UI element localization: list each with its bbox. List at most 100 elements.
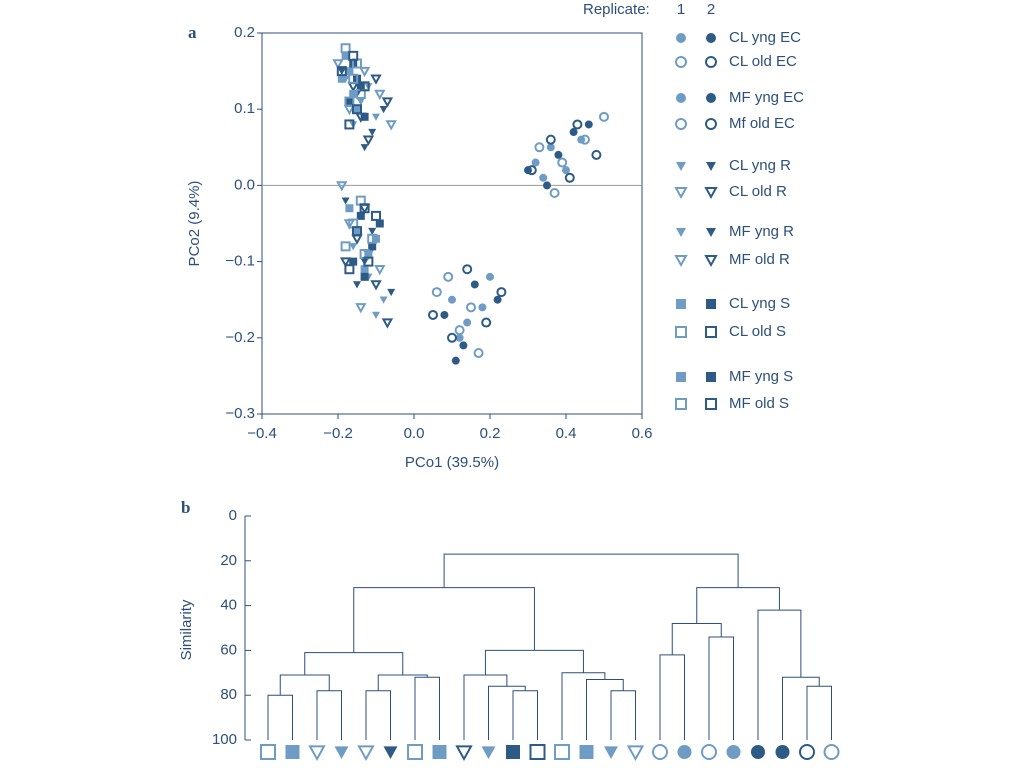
- point: [374, 265, 386, 276]
- dendrogram-link: [806, 685, 832, 740]
- legend-marker: [704, 255, 718, 268]
- leaf-marker: [506, 745, 520, 759]
- legend-marker: [674, 255, 688, 268]
- point: [562, 166, 570, 175]
- point: [348, 50, 359, 61]
- leaf-marker: [383, 746, 398, 759]
- point: [356, 98, 365, 106]
- point: [375, 219, 384, 228]
- legend-label: CL yng EC: [729, 29, 801, 46]
- point: [470, 280, 479, 289]
- dendrogram-link: [659, 654, 685, 740]
- point: [371, 210, 381, 221]
- legend-marker: [676, 162, 686, 171]
- dendrogram-link: [757, 609, 802, 740]
- point: [387, 288, 396, 297]
- point: [353, 227, 361, 236]
- legend-marker: [706, 93, 716, 103]
- leaf-marker: [652, 744, 668, 760]
- point: [526, 165, 537, 176]
- y-tick-label: 20: [220, 552, 237, 569]
- x-tick-label: −0.4: [247, 425, 277, 442]
- point: [370, 280, 382, 291]
- point: [443, 271, 454, 282]
- dendrogram-link: [484, 649, 584, 676]
- point: [359, 81, 370, 92]
- legend-title: Replicate:: [583, 1, 650, 18]
- legend-marker: [706, 228, 716, 237]
- leaf-marker: [432, 745, 447, 759]
- y-tick-label: 80: [220, 686, 237, 703]
- dendrogram-link: [561, 672, 606, 740]
- x-tick-label: −0.2: [323, 425, 353, 442]
- point: [362, 135, 375, 146]
- point: [451, 356, 460, 365]
- legend-marker: [705, 398, 717, 410]
- leaf-marker: [726, 745, 741, 759]
- point: [381, 97, 394, 108]
- legend-marker: [675, 118, 687, 130]
- point: [455, 333, 464, 342]
- leaf-marker: [751, 745, 765, 759]
- legend-label: MF yng S: [729, 368, 793, 385]
- point: [478, 303, 487, 312]
- point: [370, 74, 382, 85]
- point: [599, 111, 609, 122]
- point: [543, 181, 551, 190]
- dendrogram-link: [353, 587, 535, 653]
- point: [332, 59, 344, 70]
- legend-marker: [705, 326, 717, 338]
- legend-marker: [706, 299, 716, 309]
- dendrogram-link: [304, 652, 404, 676]
- legend-label: Mf old EC: [729, 115, 795, 132]
- legend-label: MF old S: [729, 395, 789, 412]
- leaf-marker: [677, 745, 692, 759]
- leaf-marker: [775, 745, 790, 759]
- point: [486, 272, 494, 281]
- plot-frame: [261, 32, 643, 415]
- dendrogram-link: [586, 679, 624, 740]
- point: [466, 302, 476, 313]
- legend-marker: [676, 93, 686, 103]
- legend-marker: [706, 162, 716, 171]
- point: [545, 134, 556, 145]
- point: [363, 256, 374, 267]
- leaf-marker: [579, 745, 594, 759]
- point: [381, 318, 394, 329]
- point: [569, 128, 578, 137]
- y-tick-label: 0.0: [234, 176, 255, 193]
- point: [352, 104, 362, 115]
- point: [351, 234, 363, 245]
- point: [368, 242, 377, 251]
- x-tick-label: 0.4: [556, 425, 577, 442]
- leaf-marker: [529, 744, 546, 760]
- dendrogram-link: [443, 553, 739, 588]
- panel-label: a: [188, 23, 197, 42]
- point: [572, 119, 583, 130]
- x-tick-label: 0.6: [632, 425, 653, 442]
- point: [448, 295, 456, 304]
- point: [367, 233, 378, 244]
- dendrogram-link: [414, 676, 440, 740]
- point: [360, 112, 369, 121]
- point: [557, 157, 568, 168]
- x-tick-label: 0.0: [404, 425, 425, 442]
- point: [454, 325, 465, 336]
- point: [340, 241, 351, 252]
- y-tick-label: −0.3: [225, 405, 255, 422]
- point: [358, 66, 371, 78]
- legend-marker: [676, 299, 686, 309]
- point: [336, 181, 348, 192]
- y-tick-label: 0: [229, 507, 237, 524]
- panel-label: b: [181, 498, 190, 517]
- point: [385, 120, 397, 131]
- leaf-marker: [407, 744, 423, 760]
- legend-marker: [675, 56, 687, 68]
- point: [345, 67, 354, 76]
- dendrogram-link: [316, 690, 342, 740]
- legend-replicate: 1: [677, 1, 685, 18]
- point: [336, 66, 347, 77]
- dendrogram-link: [671, 623, 722, 655]
- legend-label: CL old S: [729, 323, 786, 340]
